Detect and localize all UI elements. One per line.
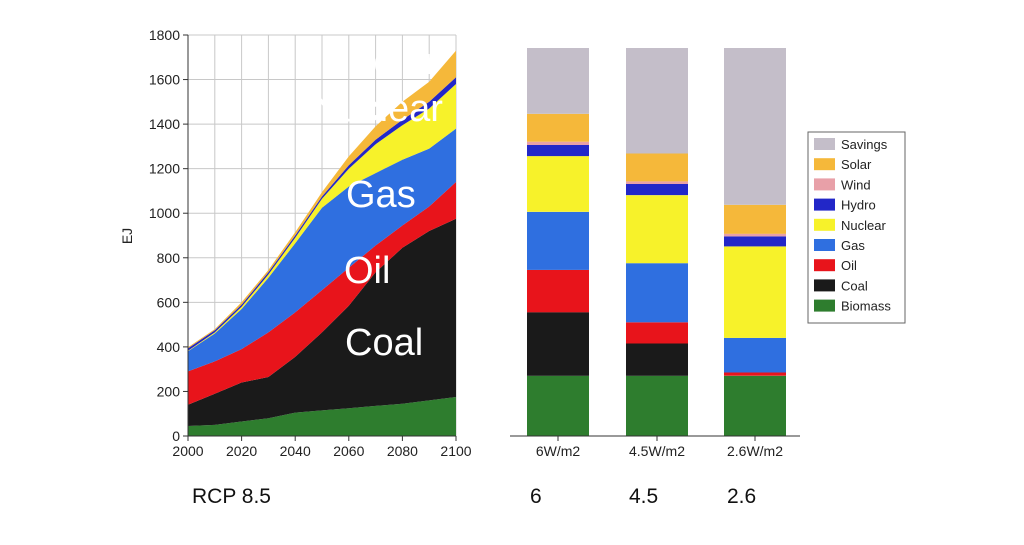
bar-segment-biomass <box>626 375 688 436</box>
y-tick-label: 600 <box>157 294 181 310</box>
legend-label: Savings <box>841 137 888 152</box>
bar-scenario-label: 4.5 <box>629 485 658 508</box>
legend-label: Wind <box>841 177 871 192</box>
bar-segment-solar <box>724 204 786 234</box>
y-axis-label: EJ <box>119 228 135 244</box>
bar-segment-solar <box>626 153 688 182</box>
y-tick-label: 1800 <box>149 27 180 43</box>
area-label-coal: Coal <box>345 322 423 364</box>
y-tick-label: 1200 <box>149 161 180 177</box>
bar-segment-gas <box>626 263 688 323</box>
legend-swatch-gas <box>814 239 835 251</box>
area-oil <box>188 182 456 405</box>
bar-segment-savings <box>724 48 786 205</box>
bar-segment-nuclear <box>527 156 589 212</box>
legend-swatch-savings <box>814 138 835 150</box>
area-coal <box>188 218 456 426</box>
bar-segment-savings <box>626 48 688 154</box>
bar-segment-biomass <box>724 375 786 436</box>
area-biomass <box>188 397 456 436</box>
x-tick-label: 2060 <box>333 443 364 459</box>
y-tick-label: 1600 <box>149 72 180 88</box>
x-tick-label: 2100 <box>440 443 471 459</box>
bar-segment-nuclear <box>626 195 688 264</box>
legend-swatch-wind <box>814 178 835 191</box>
bar-segment-gas <box>527 211 589 270</box>
legend-swatch-coal <box>814 279 835 292</box>
x-axis-label: RCP 8.5 <box>192 485 271 508</box>
bar-segment-oil <box>626 322 688 344</box>
legend-label: Coal <box>841 278 868 293</box>
bar-category-label: 4.5W/m2 <box>629 443 685 459</box>
area-label-oil: Oil <box>344 250 390 292</box>
y-tick-label: 0 <box>172 428 180 444</box>
x-tick-label: 2040 <box>280 443 311 459</box>
bar-segment-savings <box>527 48 589 114</box>
bar-scenario-label: 2.6 <box>727 485 756 508</box>
bar-segment-nuclear <box>724 246 786 338</box>
bar-segment-oil <box>724 372 786 376</box>
legend-label: Gas <box>841 238 865 253</box>
bar-segment-coal <box>527 312 589 376</box>
legend-label: Nuclear <box>841 218 886 233</box>
legend-swatch-solar <box>814 158 835 171</box>
legend-swatch-nuclear <box>814 218 835 231</box>
y-tick-label: 800 <box>157 250 181 266</box>
legend-label: Hydro <box>841 198 876 213</box>
y-tick-label: 1400 <box>149 116 180 132</box>
legend-swatch-hydro <box>814 198 835 211</box>
bar-category-label: 2.6W/m2 <box>727 443 783 459</box>
bar-segment-hydro <box>527 145 589 157</box>
legend-swatch-biomass <box>814 299 835 312</box>
bar-segment-solar <box>527 113 589 142</box>
area-hydro <box>188 77 456 351</box>
bar-scenario-label: 6 <box>530 485 542 508</box>
area-gas <box>188 128 456 372</box>
y-tick-label: 1000 <box>149 205 180 221</box>
area-plot: 0 200 400 600 800 1000 1200 1400 1600 1800 2000 202… <box>119 27 472 508</box>
bar-segment-wind <box>626 181 688 184</box>
area-solar <box>188 50 456 349</box>
x-tick-label: 2080 <box>387 443 418 459</box>
legend-label: Biomass <box>841 299 891 314</box>
area-label-nuclear: Nuclear <box>312 88 443 130</box>
legend-label: Oil <box>841 258 857 273</box>
bar-segment-wind <box>724 233 786 237</box>
bar-segment-wind <box>527 141 589 145</box>
y-tick-label: 200 <box>157 383 181 399</box>
bar-segment-gas <box>724 337 786 373</box>
bar-segment-coal <box>626 343 688 376</box>
y-tick-label: 400 <box>157 339 181 355</box>
x-tick-label: 2020 <box>226 443 257 459</box>
bar-category-label: 6W/m2 <box>536 443 581 459</box>
stacked-bar-plot: 6W/m2 6 4.5W/m2 4.5 2.6W/m2 2.6 <box>510 48 800 508</box>
area-label-solar: Solar <box>348 41 437 83</box>
bar-segment-oil <box>527 269 589 313</box>
x-tick-label: 2000 <box>172 443 203 459</box>
bar-segment-hydro <box>724 236 786 247</box>
legend-label: Solar <box>841 157 872 172</box>
area-label-gas: Gas <box>346 174 416 216</box>
bar-segment-biomass <box>527 375 589 436</box>
legend: Savings Solar Wind Hydro Nuclear Gas Oil Coal Bi… <box>807 131 906 324</box>
bar-segment-hydro <box>626 184 688 196</box>
area-nuclear <box>188 84 456 352</box>
legend-swatch-oil <box>814 259 835 272</box>
